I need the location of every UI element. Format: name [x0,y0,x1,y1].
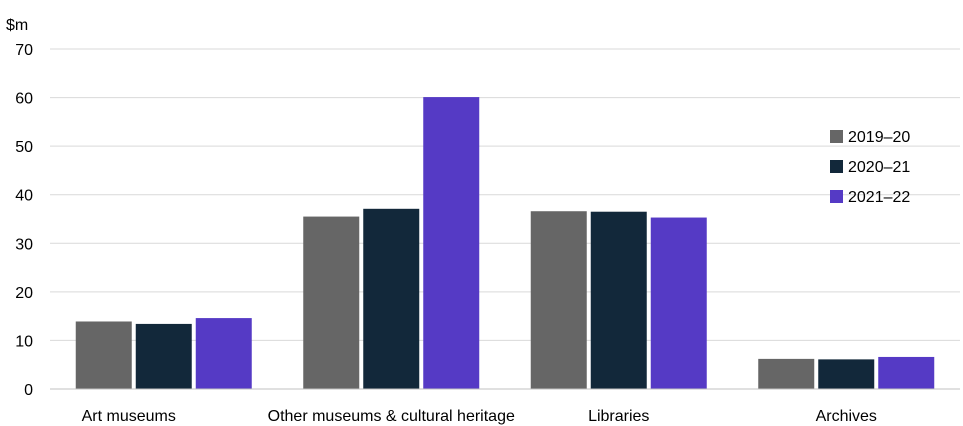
y-axis-ticks: 0 10 20 30 40 50 60 70 [15,42,33,399]
legend-swatch [830,160,843,173]
bar [758,358,815,389]
y-tick-label: 40 [15,188,33,205]
legend-label: 2021–22 [848,189,910,206]
legend: 2019–20 2020–21 2021–22 [830,129,910,206]
bar [650,217,707,389]
legend-swatch [830,130,843,143]
x-category-label: Libraries [588,408,649,425]
bar [195,318,252,389]
x-category-label: Archives [816,408,877,425]
x-category-label: Art museums [82,408,176,425]
y-tick-label: 70 [15,42,33,59]
bar [530,211,587,389]
y-tick-label: 50 [15,139,33,156]
y-tick-label: 0 [24,382,33,399]
legend-swatch [830,190,843,203]
y-tick-label: 30 [15,236,33,253]
y-tick-label: 20 [15,285,33,302]
bars [75,97,935,389]
x-category-label: Other museums & cultural heritage [268,408,515,425]
bar [590,211,647,389]
x-axis-categories: Art museums Other museums & cultural heri… [82,408,877,425]
bar [818,359,875,389]
bar [363,208,420,389]
bar [303,216,360,389]
bar [423,97,480,389]
bar [135,323,192,389]
y-tick-label: 60 [15,91,33,108]
gridlines [50,48,960,341]
bar [878,356,935,389]
bar [75,321,132,389]
y-tick-label: 10 [15,333,33,350]
legend-label: 2019–20 [848,129,910,146]
y-axis-unit-label: $m [6,17,28,34]
legend-label: 2020–21 [848,159,910,176]
